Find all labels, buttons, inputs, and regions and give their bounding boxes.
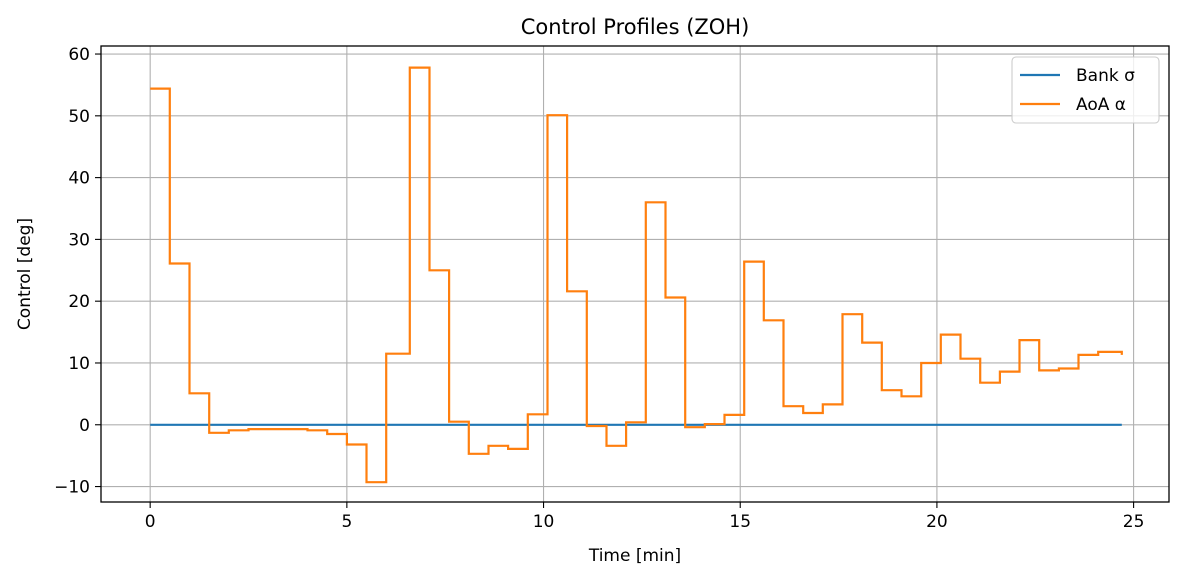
y-tick-label: 50 [68,107,90,127]
x-tick-label: 20 [926,512,948,532]
y-tick-label: 20 [68,292,90,312]
legend-box [1011,56,1160,124]
y-tick-label: 30 [68,230,90,250]
y-axis-label: Control [deg] [15,218,35,330]
y-axis: −10 0 10 20 30 40 50 60 [54,45,101,498]
x-tick-label: 10 [533,512,555,532]
y-tick-label: 10 [68,354,90,374]
plot-frame [100,45,1170,503]
legend-label: Bank σ [1076,66,1135,86]
y-tick-label: −10 [54,478,90,498]
x-tick-label: 5 [341,512,352,532]
x-axis: 0 5 10 15 20 25 [145,502,1145,532]
x-tick-label: 25 [1123,512,1145,532]
grid [101,46,1169,502]
legend: Bank σ AoA α [1011,56,1160,124]
y-tick-label: 60 [68,45,90,65]
series-layer [150,66,1123,484]
legend-label: AoA α [1076,95,1126,115]
x-axis-label: Time [min] [588,546,681,566]
chart-title: Control Profiles (ZOH) [521,15,750,39]
x-tick-label: 15 [729,512,751,532]
y-tick-label: 0 [79,416,90,436]
y-tick-label: 40 [68,169,90,189]
x-tick-label: 0 [145,512,156,532]
series-line-aoa [150,66,1123,484]
